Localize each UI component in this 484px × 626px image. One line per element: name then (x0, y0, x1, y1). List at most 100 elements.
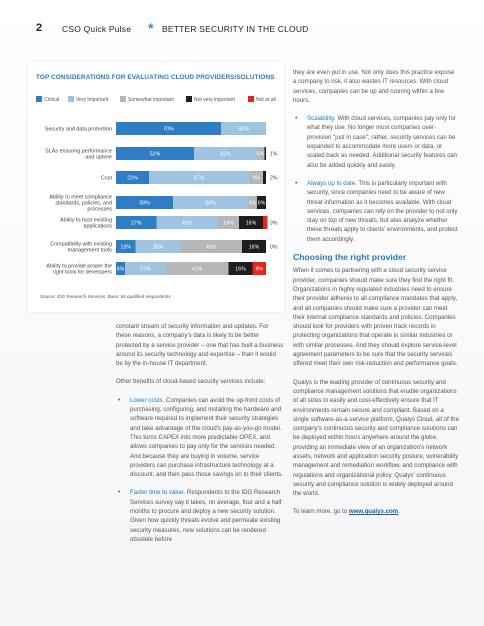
bar-segment (194, 147, 257, 160)
category-label: Security and data protection (45, 127, 112, 133)
data-label: 0% (270, 245, 278, 251)
bar-segment (263, 216, 268, 229)
bar-segment (218, 216, 239, 229)
list-item: • Lower costs. Companies can avoid the up… (116, 396, 284, 480)
legend-swatch (248, 96, 254, 102)
data-label: 9% (256, 267, 264, 273)
data-label: 6% (249, 201, 257, 207)
bar-segment (125, 262, 166, 275)
data-label: 3% (270, 221, 278, 227)
data-label: 27% (140, 267, 151, 273)
bar-segment (242, 240, 266, 253)
page-number: 2 (36, 22, 43, 34)
data-label: 9% (253, 176, 261, 182)
qualys-paragraph: Qualys is the leading provider of contin… (293, 378, 459, 498)
data-label: 70% (163, 127, 174, 133)
chart-title: TOP CONSIDERATIONS FOR EVALUATING CLOUD … (36, 74, 275, 81)
qualys-link[interactable]: www.qualys.com (348, 508, 399, 516)
data-label: 67% (194, 176, 205, 182)
legend-item-very-important: Very important (68, 96, 108, 106)
category-label: Ability to host existing (60, 217, 112, 223)
legend-swatch (120, 96, 126, 102)
bar-segment (116, 196, 173, 209)
category-label: right tools for developers (53, 270, 112, 276)
data-label: 14% (223, 221, 234, 227)
bullet-text: This is particularly important with secu… (307, 179, 458, 243)
page-header: 2 CSO Quick Pulse * BETTER SECURITY IN T… (0, 18, 484, 48)
data-label: 30% (238, 127, 249, 133)
intro-paragraph: constant stream of security information … (116, 323, 284, 368)
category-label: Cost (101, 176, 113, 182)
bar-segment (116, 240, 136, 253)
bar-segment (239, 216, 263, 229)
data-label: 6% (117, 267, 125, 273)
benefits-lead: Other benefits of cloud-based security s… (116, 378, 266, 386)
bullet-icon: • (295, 115, 298, 123)
category-label: Ability to provide proper the (46, 263, 112, 269)
legend-item-not-very-important: Not very important (186, 96, 235, 106)
bullet-icon: • (118, 489, 121, 497)
list-item: • Always up to date. This is particularly… (293, 179, 459, 244)
category-label: processes (87, 207, 112, 213)
legend-label: Not at all (256, 97, 276, 103)
left-text-column: constant stream of security information … (116, 322, 284, 553)
legend-swatch (186, 96, 192, 102)
bullet-icon: • (295, 179, 298, 187)
bar-segment (257, 196, 266, 209)
bar-segment (264, 147, 266, 160)
list-item: • Scalability. With cloud services, compa… (293, 114, 459, 170)
learn-more-line: To learn more, go to www.qualys.com. (293, 507, 459, 516)
category-label: Compatibility with existing (50, 241, 112, 247)
legend-item-not-at-all: Not at all (248, 96, 276, 106)
bullet-term: Scalability. (307, 115, 336, 123)
data-label: 22% (127, 176, 138, 182)
legend-label: Very important (76, 97, 109, 103)
data-label: 16% (249, 245, 260, 251)
bullet-term: Lower costs. (130, 396, 165, 404)
chart-legend: Critical Very important Somewhat importa… (36, 96, 282, 106)
bar-segment (116, 262, 125, 275)
data-label: 1% (270, 152, 278, 158)
bullet-text: Respondents to the IDG Research Services… (130, 489, 282, 543)
data-label: 50% (205, 201, 216, 207)
data-label: 41% (182, 221, 193, 227)
learn-more-text: To learn more, go to (293, 508, 349, 516)
data-label: 42% (192, 267, 203, 273)
bar-segment (116, 122, 221, 135)
data-label: 38% (139, 201, 150, 207)
bar-segment (165, 262, 229, 275)
data-label: 41% (206, 245, 217, 251)
category-label: standards, policies, and (55, 201, 112, 207)
legend-swatch (68, 96, 74, 102)
bar-segment (180, 240, 242, 253)
asterisk-icon: * (148, 20, 154, 36)
stacked-bar-chart: Security and data protection 70% 30% SLAs e… (45, 122, 278, 276)
data-label: 16% (246, 221, 257, 227)
bar-segment (257, 147, 265, 160)
legend-label: Somewhat important (128, 97, 174, 103)
bar-segment (228, 262, 253, 275)
right-text-column: they are even put in use. Not only does … (293, 68, 459, 526)
bar-segment (135, 240, 181, 253)
legend-label: Not very important (194, 97, 235, 103)
bar-segment (116, 147, 194, 160)
legend-item-critical: Critical (36, 96, 59, 106)
bar-segment (116, 216, 157, 229)
data-label: 30% (153, 245, 164, 251)
data-label: 42% (220, 152, 231, 158)
bar-segment (173, 196, 248, 209)
data-label: 5% (257, 152, 265, 158)
category-label: and uptime (85, 155, 112, 161)
publication-title: CSO Quick Pulse (62, 24, 132, 34)
bar-segment (249, 171, 263, 184)
bar-segment (149, 171, 250, 184)
bullet-text: With cloud services, companies pay only … (307, 115, 458, 169)
chart-panel: TOP CONSIDERATIONS FOR EVALUATING CLOUD … (28, 62, 284, 312)
category-label: applications (84, 224, 113, 230)
bar-segment (156, 216, 218, 229)
category-label: Ability to meet compliance (49, 194, 112, 200)
data-label: 2% (270, 176, 278, 182)
benefits-list: • Lower costs. Companies can avoid the up… (116, 396, 284, 544)
data-label: 27% (131, 221, 142, 227)
legend-label: Critical (44, 97, 60, 103)
